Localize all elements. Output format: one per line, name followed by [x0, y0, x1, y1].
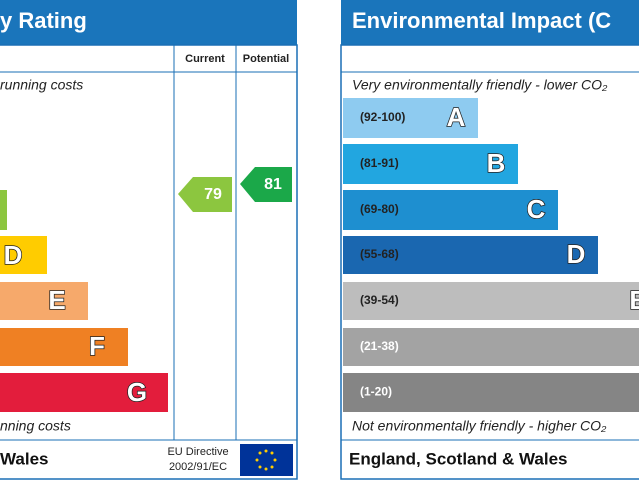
column-header: Current [185, 53, 225, 65]
band [0, 282, 88, 320]
band [343, 236, 598, 274]
band-letter: D [567, 239, 586, 269]
band [343, 190, 558, 230]
panel-title: y Rating [0, 8, 87, 33]
band-range: (69-80) [360, 202, 399, 216]
energy-panel: y Rating Current Potential running costs… [0, 0, 298, 480]
potential-rating: 81 [264, 176, 282, 193]
directive: 2002/91/EC [169, 461, 227, 473]
band-range: (21-38) [360, 339, 399, 353]
footer-text: Wales [0, 449, 49, 468]
current-rating: 79 [204, 186, 222, 203]
title-bar [341, 0, 639, 45]
footer-text: England, Scotland & Wales [349, 449, 568, 468]
eu-flag [240, 444, 293, 476]
current-arrow [178, 177, 232, 212]
band [343, 328, 639, 366]
band-letter: E [48, 285, 65, 315]
band-range: (55-68) [360, 247, 399, 261]
band-letter: F [89, 331, 105, 361]
top-note: Very environmentally friendly - lower CO… [352, 77, 608, 93]
band-range: (1-20) [360, 385, 392, 399]
band-letter: E [629, 285, 639, 315]
band [0, 328, 128, 366]
band-letter: B [487, 148, 506, 178]
band [343, 282, 639, 320]
panel-frame [0, 44, 298, 480]
band-letter: D [4, 240, 23, 270]
top-note: running costs [0, 77, 83, 93]
bottom-note: Not environmentally friendly - higher CO… [352, 418, 607, 434]
eu-stars [255, 449, 277, 471]
panel-title: Environmental Impact (C [352, 8, 611, 33]
band [0, 190, 7, 230]
bottom-note: nning costs [0, 418, 71, 434]
directive: EU Directive [167, 446, 228, 458]
environment-panel: Environmental Impact (C Very environment… [340, 0, 639, 480]
band-letter: C [527, 194, 546, 224]
band-range: (92-100) [360, 110, 405, 124]
panel-frame [340, 44, 639, 480]
band-letter: G [127, 377, 147, 407]
potential-arrow [240, 167, 292, 202]
band [343, 373, 639, 412]
band [0, 373, 168, 412]
column-header: Potential [243, 53, 289, 65]
title-bar [0, 0, 297, 45]
band-letter: A [447, 102, 466, 132]
band [343, 98, 478, 138]
band [343, 144, 518, 184]
band-range: (81-91) [360, 156, 399, 170]
band [0, 236, 47, 274]
band-range: (39-54) [360, 293, 399, 307]
